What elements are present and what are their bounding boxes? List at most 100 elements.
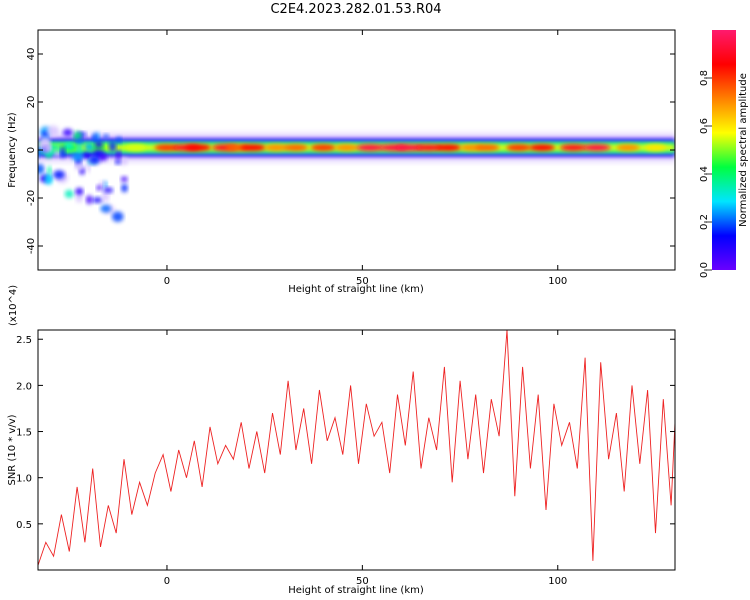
scatter-patch [114, 159, 121, 165]
scatter-patch [75, 194, 83, 203]
colorbar-tick-label: 0.0 [699, 262, 710, 278]
colorbar-tick-label: 0.4 [699, 166, 710, 182]
colorbar: 0.0 0.2 0.4 0.6 0.8 Normalized spectral ampl… [699, 30, 749, 278]
scatter-patch [82, 151, 93, 159]
snr-y-tick-label: 1.5 [16, 428, 32, 439]
spectrogram-x-tick-label: 50 [356, 276, 369, 287]
scatter-patch [100, 204, 112, 213]
scatter-patch [47, 125, 60, 137]
scatter-patch [74, 163, 85, 171]
snr-y-label: SNR (10 * v/v) [7, 414, 18, 485]
scatter-patch [47, 166, 52, 175]
spectrogram-y-tick-label: -20 [26, 190, 37, 206]
scatter-patch [115, 150, 122, 160]
spectrogram-x-tick-label: 0 [164, 276, 170, 287]
band-peak [185, 144, 212, 151]
band-peak [506, 144, 532, 151]
scatter-patch [116, 136, 122, 144]
band-peak [356, 144, 384, 151]
colorbar-tick-label: 0.6 [699, 118, 710, 134]
snr-x-label: Height of straight line (km) [288, 585, 424, 596]
scatter-patch [92, 197, 103, 203]
band-peak [264, 144, 288, 151]
scatter-patch [62, 128, 73, 137]
colorbar-scale [712, 30, 736, 270]
spectrogram-x-ticks: 0 50 100 [164, 30, 567, 287]
band-peak [154, 144, 180, 151]
scatter-patch [108, 140, 117, 153]
snr-x-ticks: 0 50 100 [164, 330, 567, 587]
scatter-patch [84, 143, 94, 151]
scatter-patch [53, 170, 65, 179]
scatter-patch [99, 181, 106, 186]
spectrogram-y-ticks: -40 -20 0 20 40 [26, 48, 675, 254]
scatter-patch [86, 161, 91, 174]
scatter-patch [52, 150, 63, 157]
snr-x-tick-label: 0 [164, 576, 170, 587]
colorbar-tick-label: 0.8 [699, 70, 710, 86]
scatter-patch [120, 176, 128, 182]
spectrogram-panel: 0 50 100 -40 -20 0 20 40 Height of straight li… [7, 29, 676, 295]
snr-panel: 0 50 100 0.5 1.0 1.5 2.0 2.5 Height of straigh… [7, 285, 676, 596]
figure-title: C2E4.2023.282.01.53.R04 [270, 2, 442, 17]
band-peak [310, 144, 336, 151]
scatter-patch [102, 134, 110, 139]
band-peak [560, 144, 587, 151]
snr-frame [37, 329, 676, 571]
band-peak [283, 144, 308, 151]
snr-x-tick-label: 100 [548, 576, 567, 587]
scatter-patch [111, 211, 124, 222]
scatter-patch [76, 138, 83, 145]
spectrogram-y-label: Frequency (Hz) [7, 112, 18, 188]
scatter-patch [96, 185, 103, 191]
scatter-patch [44, 173, 53, 185]
scatter-patch [91, 133, 97, 142]
band-peak [335, 144, 359, 151]
scatter-patch [76, 144, 83, 153]
scatter-patch [86, 195, 93, 205]
spectrogram-y-tick-label: 40 [26, 48, 37, 61]
spectrogram-y-tick-label: 0 [26, 147, 37, 153]
band-peak [435, 144, 462, 151]
scatter-patch [94, 141, 103, 148]
spectrogram-x-tick-label: 100 [548, 276, 567, 287]
band-peak [616, 144, 640, 151]
snr-y-tick-label: 0.5 [16, 520, 32, 531]
scatter-patch [38, 164, 45, 175]
scatter-patch [38, 139, 48, 148]
scatter-patch [103, 187, 114, 193]
band-peak [529, 144, 555, 151]
band-peak [240, 144, 266, 151]
band-peak [644, 144, 667, 151]
snr-y-tick-label: 1.0 [16, 474, 32, 485]
scatter-patch [88, 155, 101, 165]
snr-y-tick-label: 2.5 [16, 335, 32, 346]
snr-x-tick-label: 50 [356, 576, 369, 587]
band-peak [475, 144, 500, 151]
band-peak [125, 144, 147, 151]
scatter-patch [73, 131, 82, 141]
band-peak [583, 144, 611, 151]
snr-y-multiplier: (x10^4) [8, 285, 19, 326]
scatter-patch [42, 132, 49, 137]
snr-y-tick-label: 2.0 [16, 381, 32, 392]
scatter-patch [60, 146, 66, 159]
scatter-patch [121, 183, 128, 193]
snr-series-line [38, 330, 675, 566]
scatter-patch [38, 149, 41, 159]
scatter-patch [71, 152, 84, 161]
scatter-patch [64, 189, 74, 199]
scatter-patch [56, 145, 62, 151]
spectrogram-y-tick-label: 20 [26, 96, 37, 109]
scatter-patch [65, 142, 73, 149]
spectrogram-x-label: Height of straight line (km) [288, 284, 424, 295]
snr-y-ticks: 0.5 1.0 1.5 2.0 2.5 [16, 335, 675, 531]
scatter-patch [99, 153, 108, 162]
colorbar-label: Normalized spectral amplitude [738, 73, 749, 227]
band-peak [395, 144, 423, 151]
colorbar-tick-label: 0.2 [699, 214, 710, 230]
colorbar-ticks: 0.0 0.2 0.4 0.6 0.8 [699, 70, 712, 278]
spectrogram-heatmap [38, 125, 675, 222]
scatter-patch [75, 187, 84, 196]
